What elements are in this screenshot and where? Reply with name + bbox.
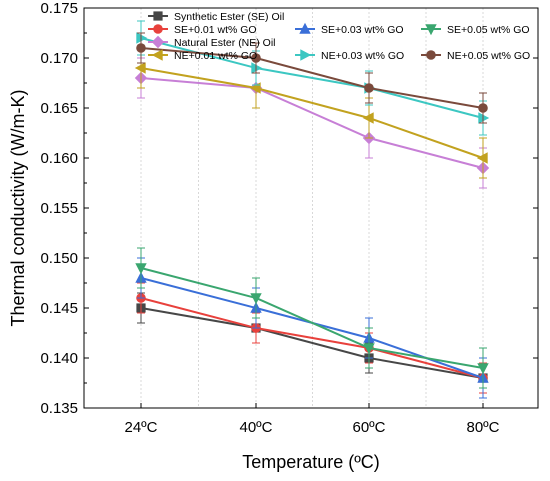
legend-label-0: Synthetic Ester (SE) Oil bbox=[174, 11, 284, 23]
legend-swatch-marker-7 bbox=[426, 50, 436, 60]
legend-swatch-marker-6 bbox=[300, 49, 312, 61]
legend-item-6: NE+0.03 wt% GO bbox=[295, 49, 404, 62]
series-7 bbox=[136, 32, 488, 124]
data-point-7-0 bbox=[136, 43, 146, 53]
data-point-3-2 bbox=[363, 343, 375, 355]
y-axis-title: Thermal conductivity (W/m-K) bbox=[8, 89, 28, 326]
x-tick-label-0: 24ºC bbox=[125, 419, 158, 436]
series-line-0 bbox=[140, 307, 484, 379]
legend-item-0: Synthetic Ester (SE) Oil bbox=[148, 11, 284, 23]
data-point-5-0 bbox=[134, 62, 146, 74]
y-tick-label-4: 0.155 bbox=[40, 200, 78, 217]
y-tick-label-6: 0.165 bbox=[40, 100, 78, 117]
series-line-7 bbox=[140, 47, 484, 109]
series-line-1 bbox=[140, 297, 484, 379]
legend-item-3: SE+0.05 wt% GO bbox=[421, 24, 530, 36]
data-point-3-1 bbox=[250, 293, 262, 305]
legend-label-5: NE+0.01 wt% GO bbox=[174, 50, 257, 62]
legend-item-2: SE+0.03 wt% GO bbox=[295, 22, 404, 36]
x-tick-label-3: 80ºC bbox=[467, 419, 500, 436]
y-axis-ticks: 0.135 0.140 0.145 0.150 0.155 0.160 0.165 0.170… bbox=[40, 0, 538, 417]
legend-swatch-marker-4 bbox=[151, 35, 165, 49]
y-tick-label-8: 0.175 bbox=[40, 0, 78, 17]
y-tick-label-5: 0.160 bbox=[40, 150, 78, 167]
series-line-3 bbox=[140, 267, 484, 369]
x-axis-title: Temperature (ºC) bbox=[242, 452, 380, 472]
y-tick-label-1: 0.140 bbox=[40, 350, 78, 367]
data-point-7-3 bbox=[478, 103, 488, 113]
legend-label-6: NE+0.03 wt% GO bbox=[321, 50, 404, 62]
data-point-6-0 bbox=[136, 32, 148, 44]
x-axis-ticks: 24ºC 40ºC 60ºC 80ºC bbox=[125, 403, 500, 436]
y-tick-label-3: 0.150 bbox=[40, 250, 78, 267]
legend-label-7: NE+0.05 wt% GO bbox=[447, 50, 530, 62]
legend-item-7: NE+0.05 wt% GO bbox=[421, 50, 530, 62]
legend-label-1: SE+0.01 wt% GO bbox=[174, 24, 257, 36]
data-point-5-2 bbox=[362, 112, 374, 124]
series-layer bbox=[134, 20, 490, 399]
x-tick-label-2: 60ºC bbox=[353, 419, 386, 436]
legend-swatch-marker-5 bbox=[151, 49, 163, 61]
data-point-3-3 bbox=[477, 363, 489, 375]
legend-label-3: SE+0.05 wt% GO bbox=[447, 24, 530, 36]
series-line-4 bbox=[140, 77, 484, 169]
series-3 bbox=[135, 247, 489, 389]
legend-item-5: NE+0.01 wt% GO bbox=[148, 49, 257, 62]
legend-label-4: Natural Ester (NE) Oil bbox=[174, 37, 276, 49]
y-tick-label-0: 0.135 bbox=[40, 400, 78, 417]
x-tick-label-1: 40ºC bbox=[240, 419, 273, 436]
legend-swatch-marker-3 bbox=[425, 24, 437, 36]
data-point-5-3 bbox=[476, 152, 488, 164]
data-point-7-1 bbox=[251, 53, 261, 63]
y-tick-label-2: 0.145 bbox=[40, 300, 78, 317]
legend-item-1: SE+0.01 wt% GO bbox=[148, 24, 257, 36]
series-line-5 bbox=[140, 67, 484, 159]
plot-background bbox=[84, 8, 538, 408]
y-tick-label-7: 0.170 bbox=[40, 50, 78, 67]
legend-label-2: SE+0.03 wt% GO bbox=[321, 24, 404, 36]
data-point-6-3 bbox=[478, 112, 490, 124]
data-point-3-0 bbox=[135, 263, 147, 275]
data-point-7-2 bbox=[364, 83, 374, 93]
legend-swatch-marker-0 bbox=[153, 11, 163, 21]
legend-swatch-marker-2 bbox=[299, 22, 311, 34]
legend-swatch-marker-1 bbox=[153, 24, 163, 34]
data-point-6-1 bbox=[251, 62, 263, 74]
legend-item-4: Natural Ester (NE) Oil bbox=[148, 35, 276, 49]
